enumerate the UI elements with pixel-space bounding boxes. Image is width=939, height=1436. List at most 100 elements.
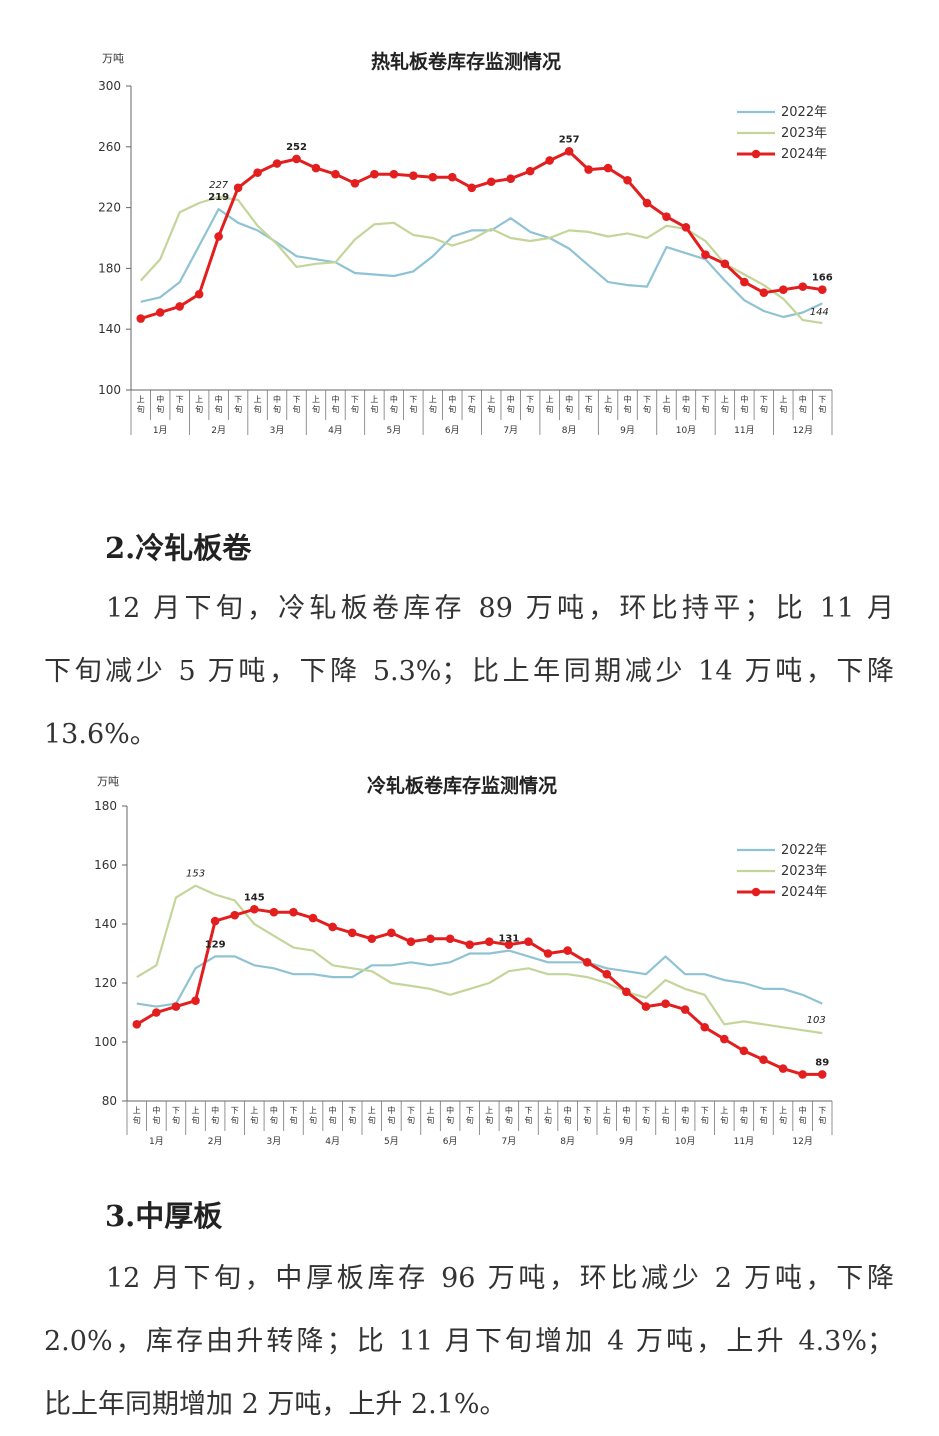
data-point-2024 xyxy=(584,165,593,174)
data-point-2024 xyxy=(210,916,220,926)
x-tick-label: 上旬 xyxy=(427,1106,435,1125)
x-tick-label: 上旬 xyxy=(604,395,612,414)
x-tick-label: 下旬 xyxy=(409,395,417,414)
data-point-2024 xyxy=(506,174,516,184)
x-month-label: 11月 xyxy=(734,1136,754,1145)
x-tick-label: 下旬 xyxy=(759,1106,767,1125)
data-point-2024 xyxy=(486,177,496,187)
y-tick-label: 160 xyxy=(94,858,117,872)
x-tick-label: 中旬 xyxy=(387,1105,395,1125)
data-point-2024 xyxy=(779,285,788,294)
x-tick-label: 上旬 xyxy=(195,395,203,414)
data-point-2024 xyxy=(720,259,730,269)
x-month-label: 10月 xyxy=(676,425,696,436)
data-point-2024 xyxy=(175,302,184,311)
y-tick-label: 100 xyxy=(98,383,121,397)
x-tick-label: 上旬 xyxy=(662,1106,670,1125)
chart-legend: 2022年 2023年 2024年 xyxy=(737,843,827,900)
data-point-2024 xyxy=(701,250,710,260)
x-month-label: 5月 xyxy=(387,425,402,436)
series-line-2024 xyxy=(136,907,823,1076)
x-tick-label: 下旬 xyxy=(585,395,593,414)
data-point-2024 xyxy=(759,1055,768,1064)
data-label: 153 xyxy=(186,869,205,880)
data-point-2024 xyxy=(194,289,204,299)
data-point-2024 xyxy=(545,156,554,165)
data-point-2024 xyxy=(719,1034,729,1044)
x-tick-label: 下旬 xyxy=(234,395,242,414)
section-heading-medium-plate: 3.中厚板 xyxy=(105,1199,223,1233)
data-point-2024 xyxy=(504,940,514,949)
x-month-label: 9月 xyxy=(620,425,635,436)
y-axis-unit: 万吨 xyxy=(102,52,124,65)
data-point-2024 xyxy=(661,999,670,1008)
data-point-2024 xyxy=(253,168,262,177)
data-point-2024 xyxy=(467,183,477,193)
data-point-2024 xyxy=(623,175,632,185)
x-month-label: 12月 xyxy=(793,425,813,436)
data-point-2024 xyxy=(622,987,631,997)
y-tick-label: 260 xyxy=(98,140,121,154)
data-point-2024 xyxy=(155,308,165,317)
data-point-2024 xyxy=(136,314,146,323)
data-point-2024 xyxy=(249,904,259,914)
legend-label: 2023年 xyxy=(781,126,827,141)
data-point-2024 xyxy=(331,169,340,179)
x-month-label: 7月 xyxy=(502,1136,517,1145)
data-point-2024 xyxy=(798,282,808,291)
x-month-label: 9月 xyxy=(619,1136,634,1145)
series-line-2023 xyxy=(139,195,823,325)
x-tick-label: 下旬 xyxy=(642,1106,650,1125)
data-label: 257 xyxy=(559,134,580,145)
x-tick-label: 中旬 xyxy=(211,1105,219,1125)
data-point-2024 xyxy=(543,949,553,958)
data-point-2024 xyxy=(370,169,379,179)
data-point-2024 xyxy=(269,907,279,917)
x-tick-label: 上旬 xyxy=(779,395,787,414)
x-tick-label: 下旬 xyxy=(526,395,534,414)
x-tick-label: 下旬 xyxy=(466,1106,474,1125)
data-point-2024 xyxy=(582,958,592,967)
x-tick-label: 中旬 xyxy=(156,394,164,414)
x-tick-label: 上旬 xyxy=(133,1106,141,1125)
data-point-2024 xyxy=(367,934,377,944)
data-label: 129 xyxy=(205,939,226,950)
section-heading-cold-rolled: 2.冷轧板卷 xyxy=(105,531,252,565)
data-point-2024 xyxy=(445,934,455,944)
x-tick-label: 上旬 xyxy=(779,1106,787,1125)
x-month-label: 2月 xyxy=(211,425,226,436)
x-tick-label: 下旬 xyxy=(407,1106,415,1125)
x-tick-label: 中旬 xyxy=(799,1105,807,1125)
x-tick-label: 中旬 xyxy=(273,394,281,414)
y-tick-label: 220 xyxy=(98,201,121,215)
data-point-2024 xyxy=(798,1070,807,1079)
paragraph-line: 13.6%。 xyxy=(44,719,157,750)
data-point-2024 xyxy=(465,940,475,949)
data-point-2024 xyxy=(817,285,827,294)
x-tick-label: 上旬 xyxy=(312,395,320,414)
x-tick-label: 上旬 xyxy=(720,1106,728,1125)
paragraph-line: 12 月下旬，冷轧板卷库存 89 万吨，环比持平；比 11 月 xyxy=(106,593,894,624)
x-tick-label: 中旬 xyxy=(799,394,807,414)
x-month-label: 12月 xyxy=(792,1136,812,1145)
y-tick-label: 140 xyxy=(98,322,121,336)
data-point-2024 xyxy=(409,171,418,180)
x-tick-label: 下旬 xyxy=(818,1106,826,1125)
x-tick-label: 上旬 xyxy=(368,1106,376,1125)
y-tick-label: 80 xyxy=(102,1094,117,1108)
data-label: 131 xyxy=(498,934,519,945)
x-month-label: 8月 xyxy=(560,1136,575,1145)
data-point-2024 xyxy=(171,1002,181,1011)
y-tick-label: 120 xyxy=(94,976,117,990)
paragraph-line: 下旬减少 5 万吨，下降 5.3%；比上年同期减少 14 万吨，下降 xyxy=(44,656,894,687)
data-point-2024 xyxy=(680,1005,690,1014)
x-tick-label: 下旬 xyxy=(348,1106,356,1125)
series-line-2023 xyxy=(136,884,823,1035)
x-month-label: 2月 xyxy=(208,1136,223,1145)
legend-label: 2023年 xyxy=(781,864,827,879)
x-tick-label: 中旬 xyxy=(446,1105,454,1125)
x-tick-label: 下旬 xyxy=(468,395,476,414)
legend-marker xyxy=(751,149,761,159)
data-point-2024 xyxy=(347,928,357,938)
